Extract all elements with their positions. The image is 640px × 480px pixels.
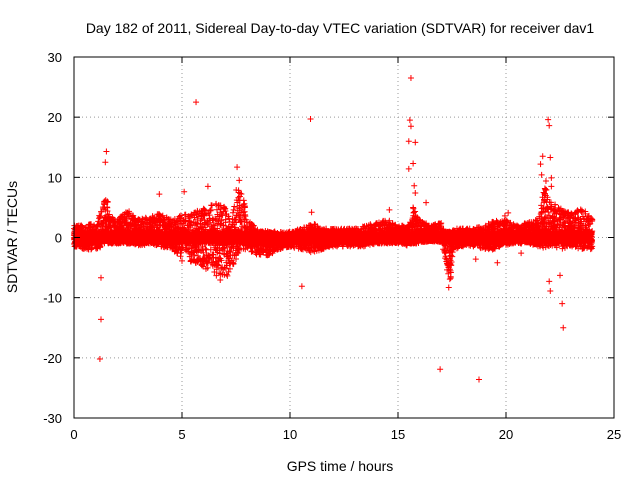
data-point [217,276,224,283]
data-point [231,203,238,210]
data-points [71,75,596,383]
data-point [97,243,104,250]
data-point [98,208,105,215]
data-point [126,208,133,215]
data-point [224,272,231,279]
data-point [179,257,185,264]
data-point [209,202,216,209]
data-point [104,199,111,206]
data-point [106,211,113,218]
data-point [177,253,184,260]
data-point [240,197,247,204]
data-point [226,265,233,272]
data-point [97,213,104,220]
